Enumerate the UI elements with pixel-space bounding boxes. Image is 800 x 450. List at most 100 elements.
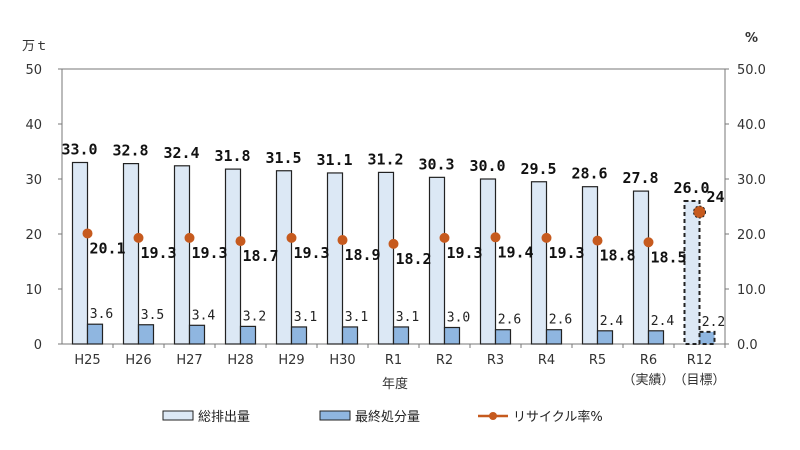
y-unit-right: % bbox=[745, 31, 758, 46]
data-label-recycling: 19.4 bbox=[497, 243, 533, 261]
data-label-total: 32.4 bbox=[163, 144, 199, 162]
data-label-recycling: 18.2 bbox=[395, 250, 431, 268]
line-point bbox=[82, 228, 93, 239]
bar-total bbox=[632, 190, 650, 345]
data-label-total: 26.0 bbox=[673, 179, 709, 197]
bar-final bbox=[647, 330, 665, 345]
data-label-recycling: 18.7 bbox=[242, 247, 278, 265]
bar-final bbox=[698, 330, 716, 345]
y-tick-left: 30 bbox=[25, 173, 42, 188]
bar-total bbox=[275, 170, 293, 345]
y-unit-left: 万ｔ bbox=[22, 39, 48, 54]
data-label-final: 3.0 bbox=[447, 311, 470, 326]
bar-final bbox=[341, 326, 359, 345]
data-label-final: 3.6 bbox=[90, 307, 113, 322]
x-tick-label: H29 bbox=[278, 353, 304, 368]
line-point bbox=[184, 232, 195, 243]
y-tick-right: 10.0 bbox=[737, 283, 766, 298]
data-label-recycling: 19.3 bbox=[293, 244, 329, 262]
data-label-final: 2.2 bbox=[702, 315, 725, 330]
bar-total bbox=[530, 181, 548, 345]
line-point bbox=[643, 237, 654, 248]
legend-label-final: 最終処分量 bbox=[355, 409, 420, 425]
data-label-final: 3.1 bbox=[345, 310, 368, 325]
y-tick-left: 20 bbox=[25, 228, 42, 243]
bar-final bbox=[86, 323, 104, 345]
data-label-total: 27.8 bbox=[622, 169, 658, 187]
y-tick-right: 30.0 bbox=[737, 173, 766, 188]
data-label-recycling: 18.9 bbox=[344, 246, 380, 264]
bar-final bbox=[137, 324, 155, 345]
line-point bbox=[541, 232, 552, 243]
data-label-total: 30.3 bbox=[418, 155, 454, 173]
x-tick-label: H28 bbox=[227, 353, 253, 368]
data-label-total: 28.6 bbox=[571, 165, 607, 183]
line-point bbox=[439, 232, 450, 243]
x-tick-label: R2 bbox=[436, 353, 453, 368]
data-label-final: 3.1 bbox=[396, 310, 419, 325]
data-label-final: 2.4 bbox=[600, 314, 624, 329]
data-label-final: 3.1 bbox=[294, 310, 317, 325]
data-label-total: 31.5 bbox=[265, 149, 301, 167]
bar-final bbox=[494, 329, 512, 345]
data-label-recycling: 18.8 bbox=[599, 247, 635, 265]
x-axis-title: 年度 bbox=[382, 376, 408, 392]
data-label-recycling: 19.3 bbox=[140, 244, 176, 262]
line-point bbox=[490, 232, 501, 243]
data-label-recycling: 19.3 bbox=[446, 244, 482, 262]
x-tick-label: H30 bbox=[329, 353, 355, 368]
data-label-final: 3.4 bbox=[192, 308, 216, 323]
data-label-final: 2.6 bbox=[549, 313, 572, 328]
bar-final bbox=[596, 330, 614, 345]
data-label-final: 3.5 bbox=[141, 308, 164, 323]
x-tick-label: R12 bbox=[687, 353, 713, 368]
bar-total bbox=[173, 165, 191, 345]
y-tick-left: 0 bbox=[34, 338, 42, 353]
data-label-total: 30.0 bbox=[469, 157, 505, 175]
data-label-final: 3.2 bbox=[243, 309, 266, 324]
bar-total bbox=[122, 163, 140, 345]
y-tick-right: 50.0 bbox=[737, 63, 766, 78]
data-label-recycling: 24 bbox=[706, 188, 724, 206]
data-label-recycling: 18.5 bbox=[650, 248, 686, 266]
y-tick-left: 50 bbox=[25, 63, 42, 78]
data-label-final: 2.6 bbox=[498, 313, 521, 328]
legend-marker-recycling bbox=[489, 412, 497, 420]
data-label-final: 2.4 bbox=[651, 314, 675, 329]
bar-final bbox=[443, 326, 461, 345]
bar-total bbox=[377, 171, 395, 345]
legend-swatch-total bbox=[162, 410, 194, 421]
y-tick-right: 0.0 bbox=[737, 338, 758, 353]
legend-swatch-final bbox=[319, 410, 351, 421]
bar-total bbox=[683, 200, 701, 345]
y-tick-left: 40 bbox=[25, 118, 42, 133]
line-point bbox=[693, 205, 706, 219]
data-label-total: 31.2 bbox=[367, 150, 403, 168]
line-point bbox=[133, 232, 144, 243]
x-tick-label: R4 bbox=[538, 353, 555, 368]
y-tick-left: 10 bbox=[25, 283, 42, 298]
x-tick-label: R1 bbox=[385, 353, 402, 368]
x-tick-label: R5 bbox=[589, 353, 606, 368]
line-point bbox=[235, 236, 246, 247]
bar-final bbox=[290, 326, 308, 345]
x-tick-label: H26 bbox=[125, 353, 151, 368]
bar-final bbox=[239, 325, 257, 345]
data-label-recycling: 19.3 bbox=[191, 244, 227, 262]
bar-total bbox=[224, 168, 242, 345]
data-label-total: 33.0 bbox=[61, 141, 97, 159]
y-tick-right: 40.0 bbox=[737, 118, 766, 133]
bar-final bbox=[188, 324, 206, 345]
data-label-recycling: 20.1 bbox=[89, 239, 125, 257]
bar-total bbox=[326, 172, 344, 345]
line-point bbox=[337, 235, 348, 246]
legend-label-recycling: リサイクル率% bbox=[513, 409, 603, 425]
data-label-total: 29.5 bbox=[520, 160, 556, 178]
bar-total bbox=[71, 161, 89, 345]
x-tick-label: H27 bbox=[176, 353, 202, 368]
line-point bbox=[592, 235, 603, 246]
y-tick-right: 20.0 bbox=[737, 228, 766, 243]
x-tick-sublabel: （目標） bbox=[673, 373, 725, 388]
data-label-total: 31.8 bbox=[214, 147, 250, 165]
